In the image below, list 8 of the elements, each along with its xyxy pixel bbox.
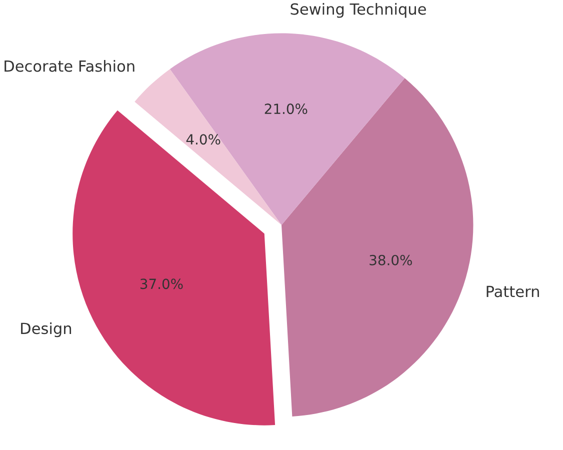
data-label: 4.0% <box>186 134 220 145</box>
slice-label: Design <box>21 322 72 338</box>
slice-label: Pattern <box>486 286 539 298</box>
data-label: 38.0% <box>370 254 412 266</box>
slice-label: Sewing Technique <box>290 3 426 18</box>
data-label: 37.0% <box>140 278 183 290</box>
data-label: 21.0% <box>264 104 308 114</box>
slice-label: Decorate Fashion <box>4 60 134 72</box>
